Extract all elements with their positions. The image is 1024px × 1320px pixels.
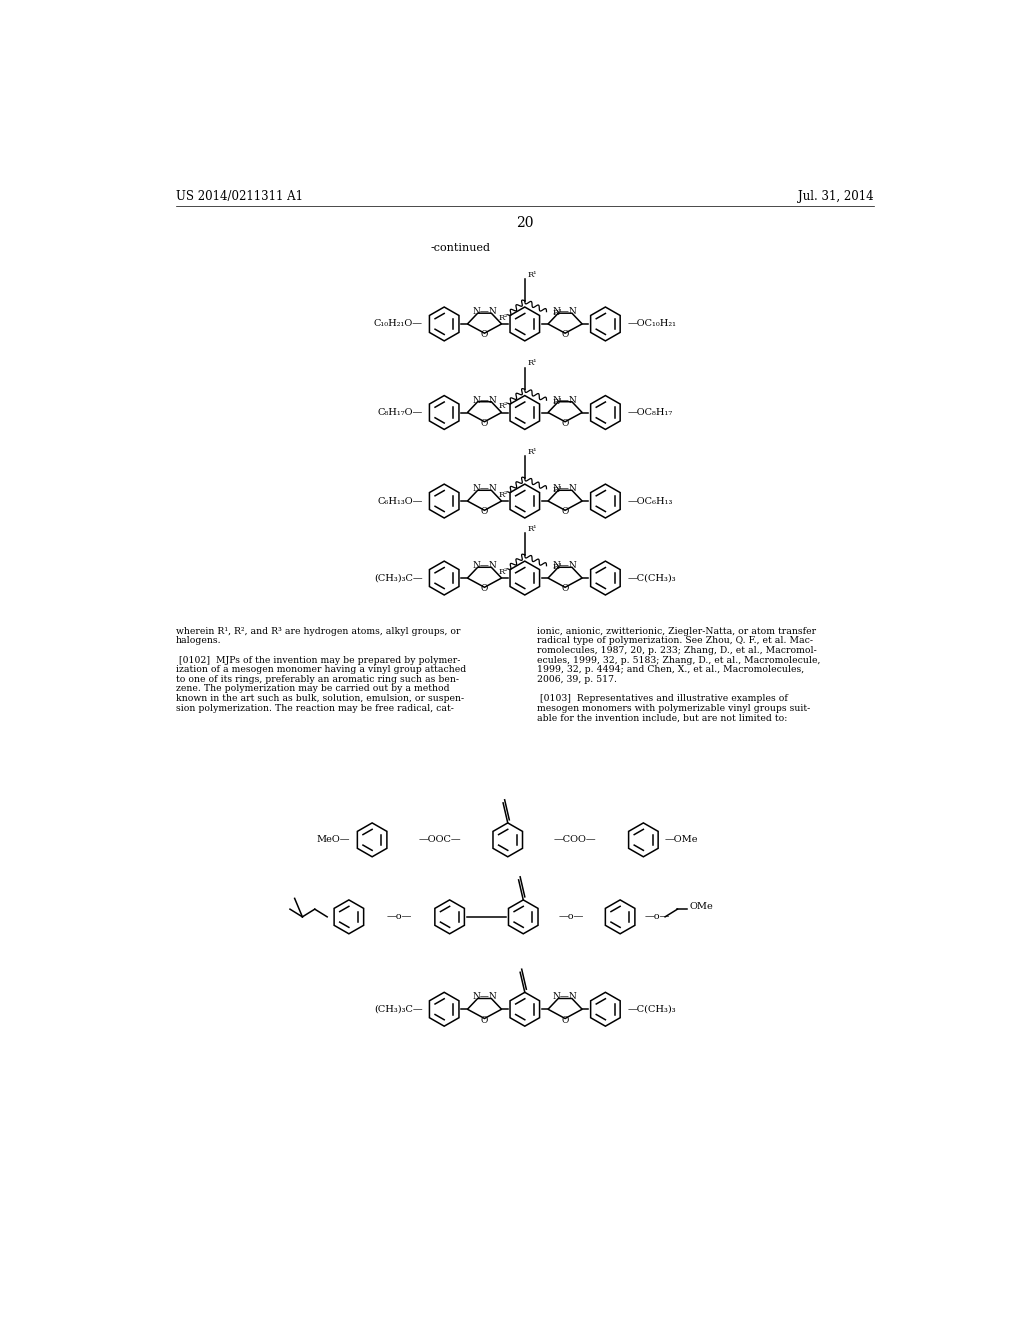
Text: able for the invention include, but are not limited to:: able for the invention include, but are … xyxy=(538,713,787,722)
Text: OMe: OMe xyxy=(690,903,714,911)
Text: [0103]  Representatives and illustrative examples of: [0103] Representatives and illustrative … xyxy=(538,694,788,704)
Text: ecules, 1999, 32, p. 5183; Zhang, D., et al., Macromolecule,: ecules, 1999, 32, p. 5183; Zhang, D., et… xyxy=(538,656,820,664)
Text: R¹: R¹ xyxy=(528,525,538,533)
Text: R³: R³ xyxy=(553,397,562,405)
Text: O: O xyxy=(481,418,488,428)
Text: N—N: N—N xyxy=(472,561,497,570)
Text: MeO—: MeO— xyxy=(316,836,350,845)
Text: N—N: N—N xyxy=(472,396,497,405)
Text: wherein R¹, R², and R³ are hydrogen atoms, alkyl groups, or: wherein R¹, R², and R³ are hydrogen atom… xyxy=(176,627,461,636)
Text: R³: R³ xyxy=(553,564,562,572)
Text: (CH₃)₃C—: (CH₃)₃C— xyxy=(374,574,423,582)
Text: —o—: —o— xyxy=(559,912,584,921)
Text: N—N: N—N xyxy=(553,308,578,315)
Text: O: O xyxy=(561,507,568,516)
Text: N—N: N—N xyxy=(472,993,497,1002)
Text: R³: R³ xyxy=(553,309,562,317)
Text: C₆H₁₃O—: C₆H₁₃O— xyxy=(377,496,423,506)
Text: —OC₁₀H₂₁: —OC₁₀H₂₁ xyxy=(627,319,676,329)
Text: O: O xyxy=(481,330,488,339)
Text: sion polymerization. The reaction may be free radical, cat-: sion polymerization. The reaction may be… xyxy=(176,704,454,713)
Text: —COO—: —COO— xyxy=(554,836,597,845)
Text: N—N: N—N xyxy=(472,484,497,494)
Text: ionic, anionic, zwitterionic, Ziegler-Natta, or atom transfer: ionic, anionic, zwitterionic, Ziegler-Na… xyxy=(538,627,816,636)
Text: radical type of polymerization. See Zhou, Q. F., et al. Mac-: radical type of polymerization. See Zhou… xyxy=(538,636,813,645)
Text: O: O xyxy=(481,585,488,593)
Text: —C(CH₃)₃: —C(CH₃)₃ xyxy=(627,574,676,582)
Text: R¹: R¹ xyxy=(528,447,538,455)
Text: O: O xyxy=(561,330,568,339)
Text: —o—: —o— xyxy=(645,912,671,921)
Text: 1999, 32, p. 4494; and Chen, X., et al., Macromolecules,: 1999, 32, p. 4494; and Chen, X., et al.,… xyxy=(538,665,804,675)
Text: —OC₆H₁₃: —OC₆H₁₃ xyxy=(627,496,673,506)
Text: zene. The polymerization may be carried out by a method: zene. The polymerization may be carried … xyxy=(176,685,450,693)
Text: [0102]  MJPs of the invention may be prepared by polymer-: [0102] MJPs of the invention may be prep… xyxy=(176,656,461,664)
Text: halogens.: halogens. xyxy=(176,636,221,645)
Text: O: O xyxy=(561,1015,568,1024)
Text: N—N: N—N xyxy=(553,993,578,1002)
Text: O: O xyxy=(481,1015,488,1024)
Text: -continued: -continued xyxy=(430,243,490,252)
Text: romolecules, 1987, 20, p. 233; Zhang, D., et al., Macromol-: romolecules, 1987, 20, p. 233; Zhang, D.… xyxy=(538,645,817,655)
Text: C₈H₁₇O—: C₈H₁₇O— xyxy=(377,408,423,417)
Text: N—N: N—N xyxy=(472,308,497,315)
Text: R³: R³ xyxy=(553,486,562,494)
Text: N—N: N—N xyxy=(553,484,578,494)
Text: N—N: N—N xyxy=(553,561,578,570)
Text: R²: R² xyxy=(499,314,508,322)
Text: O: O xyxy=(561,418,568,428)
Text: US 2014/0211311 A1: US 2014/0211311 A1 xyxy=(176,190,303,203)
Text: Jul. 31, 2014: Jul. 31, 2014 xyxy=(798,190,873,203)
Text: to one of its rings, preferably an aromatic ring such as ben-: to one of its rings, preferably an aroma… xyxy=(176,675,459,684)
Text: 20: 20 xyxy=(516,216,534,230)
Text: 2006, 39, p. 517.: 2006, 39, p. 517. xyxy=(538,675,617,684)
Text: R²: R² xyxy=(499,403,508,411)
Text: —OC₈H₁₇: —OC₈H₁₇ xyxy=(627,408,673,417)
Text: —C(CH₃)₃: —C(CH₃)₃ xyxy=(627,1005,676,1014)
Text: (CH₃)₃C—: (CH₃)₃C— xyxy=(374,1005,423,1014)
Text: R¹: R¹ xyxy=(528,359,538,367)
Text: —OOC—: —OOC— xyxy=(418,836,461,845)
Text: R²: R² xyxy=(499,568,508,576)
Text: O: O xyxy=(561,585,568,593)
Text: —o—: —o— xyxy=(387,912,412,921)
Text: R²: R² xyxy=(499,491,508,499)
Text: mesogen monomers with polymerizable vinyl groups suit-: mesogen monomers with polymerizable viny… xyxy=(538,704,810,713)
Text: R¹: R¹ xyxy=(528,271,538,279)
Text: ization of a mesogen monomer having a vinyl group attached: ization of a mesogen monomer having a vi… xyxy=(176,665,466,675)
Text: known in the art such as bulk, solution, emulsion, or suspen-: known in the art such as bulk, solution,… xyxy=(176,694,464,704)
Text: O: O xyxy=(481,507,488,516)
Text: C₁₀H₂₁O—: C₁₀H₂₁O— xyxy=(374,319,423,329)
Text: —OMe: —OMe xyxy=(665,836,698,845)
Text: N—N: N—N xyxy=(553,396,578,405)
